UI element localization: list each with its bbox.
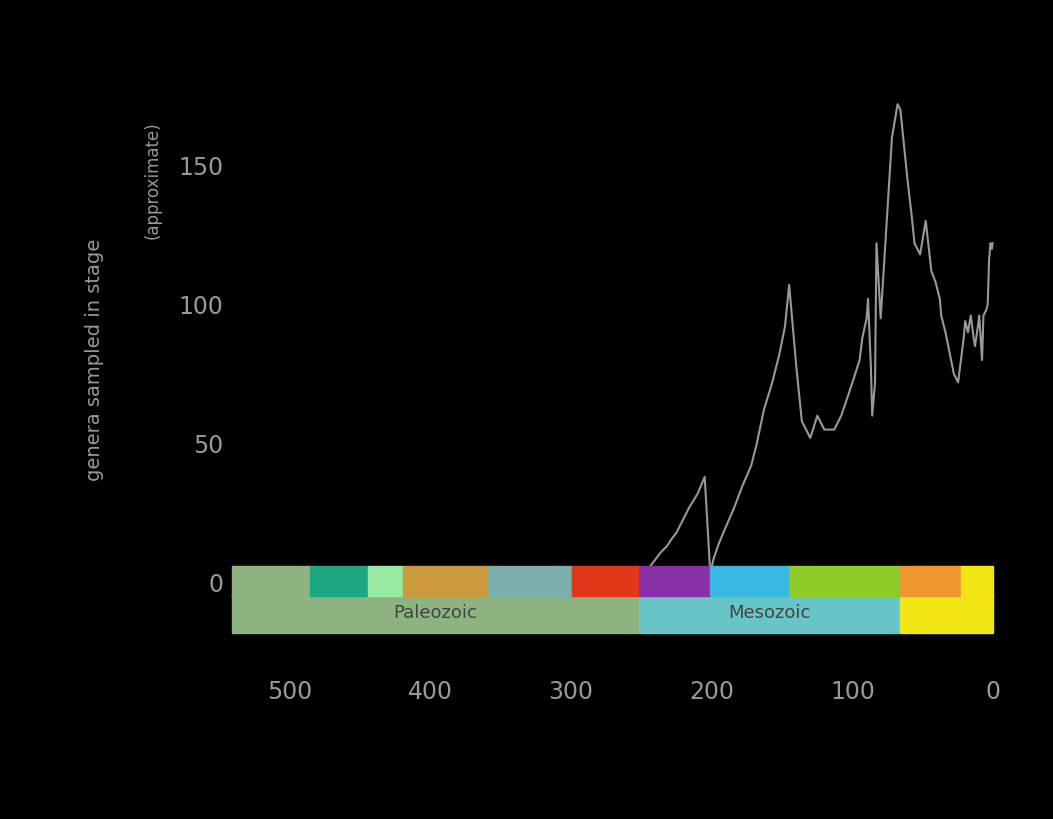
Bar [961, 566, 993, 596]
Bar [232, 566, 311, 596]
Text: Paleozoic: Paleozoic [393, 604, 477, 622]
Bar [638, 566, 711, 596]
Text: (approximate): (approximate) [143, 121, 162, 239]
Bar [900, 566, 961, 596]
Bar [488, 566, 573, 596]
Bar [789, 566, 900, 596]
Bar [711, 566, 789, 596]
Text: Mesozoic: Mesozoic [729, 604, 811, 622]
Bar [900, 594, 993, 632]
Bar [232, 594, 639, 632]
Bar [573, 566, 638, 596]
Text: genera sampled in stage: genera sampled in stage [85, 239, 104, 482]
Bar [403, 566, 488, 596]
Bar [639, 594, 900, 632]
Bar [369, 566, 403, 596]
Bar [311, 566, 369, 596]
